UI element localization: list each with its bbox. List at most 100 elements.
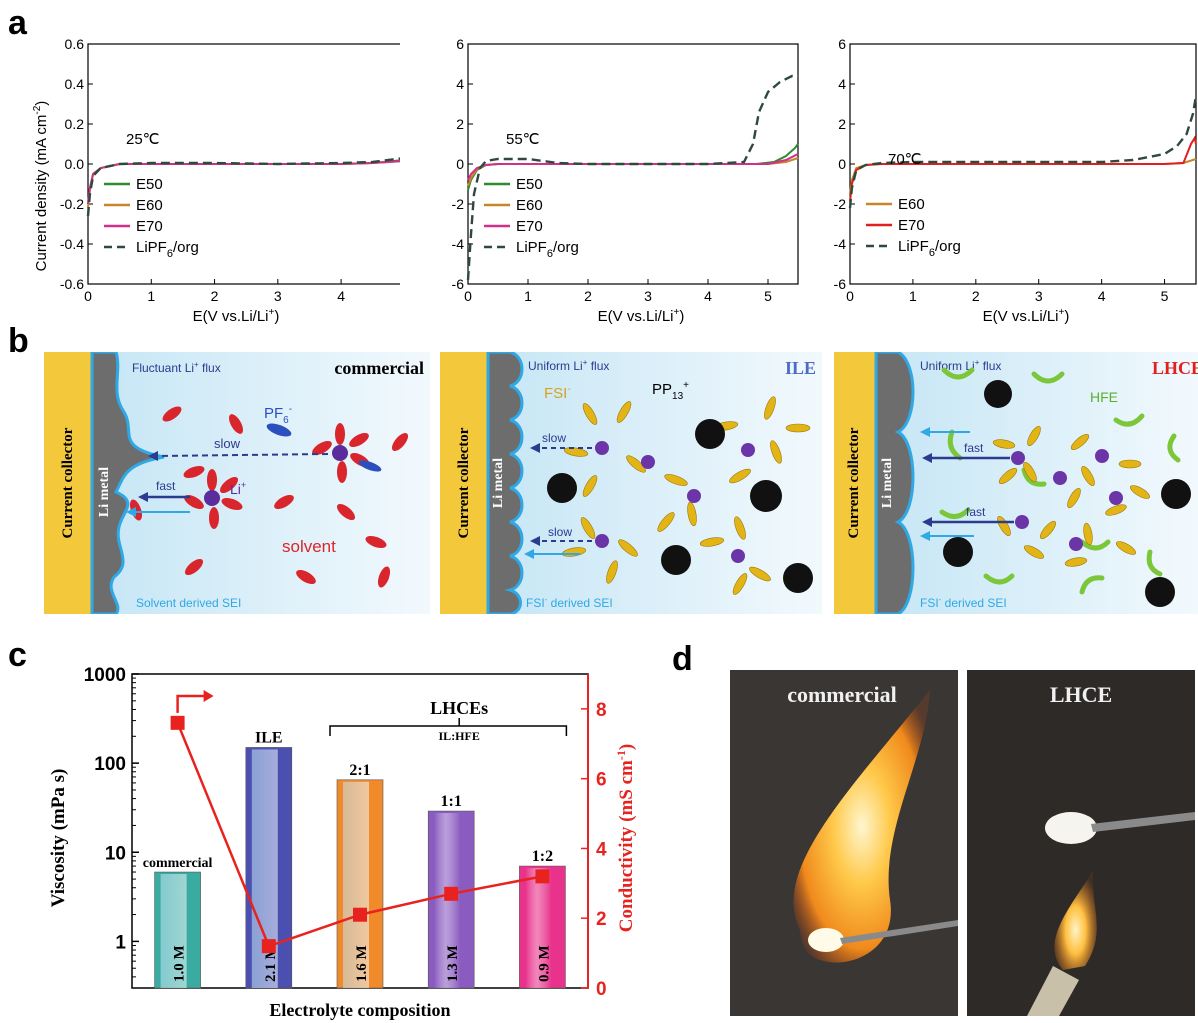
x-axis-title: Electrolyte composition [269, 1000, 450, 1020]
conductivity-point [444, 886, 459, 901]
bar-highlight [525, 868, 552, 988]
legend-label: LiPF6/org [136, 239, 199, 260]
temperature-annotation: 55℃ [506, 131, 540, 148]
burning-cotton [808, 928, 844, 952]
axis-indicator-arrowhead [203, 690, 214, 702]
sei-label: FSI- derived SEI [920, 595, 1007, 610]
slow-arrow [155, 453, 329, 457]
li-ion-arrow-top-head [920, 427, 930, 437]
schematic-title: ILE [785, 358, 816, 378]
legend-label: E60 [516, 197, 543, 214]
y-tick-label: 100 [94, 754, 126, 775]
y-tick-label: 4 [838, 76, 846, 92]
y2-axis-title: Conductivity (mS cm-1) [614, 744, 637, 932]
x-tick-label: 0 [846, 288, 854, 304]
lhce-group-sublabel: IL:HFE [439, 729, 480, 743]
slow-arrow-bottom-head [530, 536, 540, 546]
current-collector-label: Current collector [456, 427, 472, 538]
y2-tick-label: 2 [596, 909, 607, 930]
legend-label: LiPF6/org [898, 238, 961, 259]
legend-label: E70 [898, 217, 925, 234]
li-ions [595, 441, 755, 563]
conductivity-point [170, 715, 185, 730]
bar-top-label: 1:1 [441, 793, 462, 810]
unburnt-cotton [1045, 812, 1097, 844]
tweezers [1091, 812, 1195, 832]
current-collector [834, 352, 876, 614]
x-axis-title: E(V vs.Li/Li+) [983, 307, 1070, 325]
series-line-e60 [87, 160, 400, 209]
series-line-e70 [467, 153, 799, 181]
li-metal-uniform [874, 352, 915, 614]
temperature-annotation: 25℃ [126, 131, 160, 148]
li-metal-uniform [486, 352, 524, 614]
y2-tick-label: 6 [596, 770, 607, 791]
y-axis-title: Viscosity (mPa s) [48, 769, 69, 908]
y-tick-label: -6 [834, 276, 847, 292]
series-line-e70 [87, 160, 400, 205]
schematic-title: LHCE [1152, 358, 1198, 378]
cv-plot-55c: E(V vs.Li/Li+) 0 1 2 3 4 5 -6 -4 -2 0 2 4 6 55℃ E50 E60… [452, 36, 799, 325]
bar-concentration-label: 2.1 M [263, 945, 279, 982]
y2-tick-label: 4 [596, 839, 607, 860]
y-tick-label: 0.0 [65, 156, 85, 172]
viscosity-conductivity-chart: Viscosity (mPa s) Conductivity (mS cm-1)… [48, 665, 637, 1020]
pf6-anion [266, 423, 292, 437]
x-tick-label: 4 [704, 288, 712, 304]
bar-concentration-label: 1.0 M [172, 945, 188, 982]
y-tick-label: 1000 [84, 665, 126, 686]
lighter-flame [1054, 870, 1097, 970]
solvated-li-cluster-fast [184, 469, 243, 529]
li-metal-label: Li metal [491, 458, 506, 508]
solvent-label: solvent [282, 537, 336, 556]
y2-tick-label: 0 [596, 979, 607, 1000]
bar-highlight [160, 874, 187, 988]
solvated-li-cluster-slow [312, 423, 382, 483]
slow-arrow-head [148, 451, 158, 461]
bar-top-label: 2:1 [349, 762, 370, 779]
y-tick-label: 0.6 [65, 36, 85, 52]
x-tick-label: 5 [764, 288, 772, 304]
fast-arrow-bottom-head [922, 517, 932, 527]
bar-concentration-label: 1.3 M [445, 945, 461, 982]
photo-commercial-burning: commercial [730, 670, 958, 1016]
axis-indicator-arrow [176, 694, 206, 713]
x-tick-label: 4 [337, 288, 345, 304]
slow-label-top: slow [542, 431, 566, 445]
fast-arrow-head [138, 492, 148, 502]
y-tick-label: 2 [456, 116, 464, 132]
panel-letter-d: d [672, 640, 693, 678]
schematic-ile: Current collector Li metal Uniform Li+ f… [440, 352, 822, 614]
y-tick-label: 0.4 [65, 76, 85, 92]
fsi-label: FSI- [544, 384, 571, 402]
flux-label: Uniform Li+ flux [920, 358, 1001, 373]
y-tick-label: -0.2 [60, 196, 84, 212]
x-tick-label: 2 [972, 288, 980, 304]
pp13-cations [943, 380, 1191, 607]
y-tick-label: 1 [115, 932, 126, 953]
panel-letter-b: b [8, 322, 29, 360]
series-line-lipf6org [86, 157, 400, 217]
schematic-lhce: Current collector Li metal Uniform Li+ f… [834, 352, 1198, 614]
fast-label: fast [156, 479, 176, 493]
fsi-anions [561, 396, 811, 595]
lhce-group-label: LHCEs [430, 698, 488, 718]
bar-concentration-label: 1.6 M [354, 945, 370, 982]
legend-label: LiPF6/org [516, 239, 579, 260]
hfe-label: HFE [1090, 389, 1118, 405]
x-axis-title: E(V vs.Li/Li+) [193, 307, 280, 325]
slow-label: slow [214, 436, 241, 451]
x-tick-label: 3 [1035, 288, 1043, 304]
current-collector-label: Current collector [846, 427, 862, 538]
li-ion-arrow-bottom-head [920, 531, 930, 541]
fast-label-bottom: fast [966, 505, 986, 519]
li-metal-dendritic [90, 352, 165, 614]
series-line-lipf6org [848, 95, 1198, 209]
legend-label: E50 [516, 176, 543, 193]
legend-label: E70 [516, 218, 543, 235]
y-tick-label: 6 [838, 36, 846, 52]
li-ion-arrow-head [126, 507, 136, 517]
li-metal-label: Li metal [880, 458, 895, 508]
schematic-commercial: Current collector Li metal Fluctuant Li+… [44, 352, 430, 614]
y-tick-label: -4 [452, 236, 465, 252]
